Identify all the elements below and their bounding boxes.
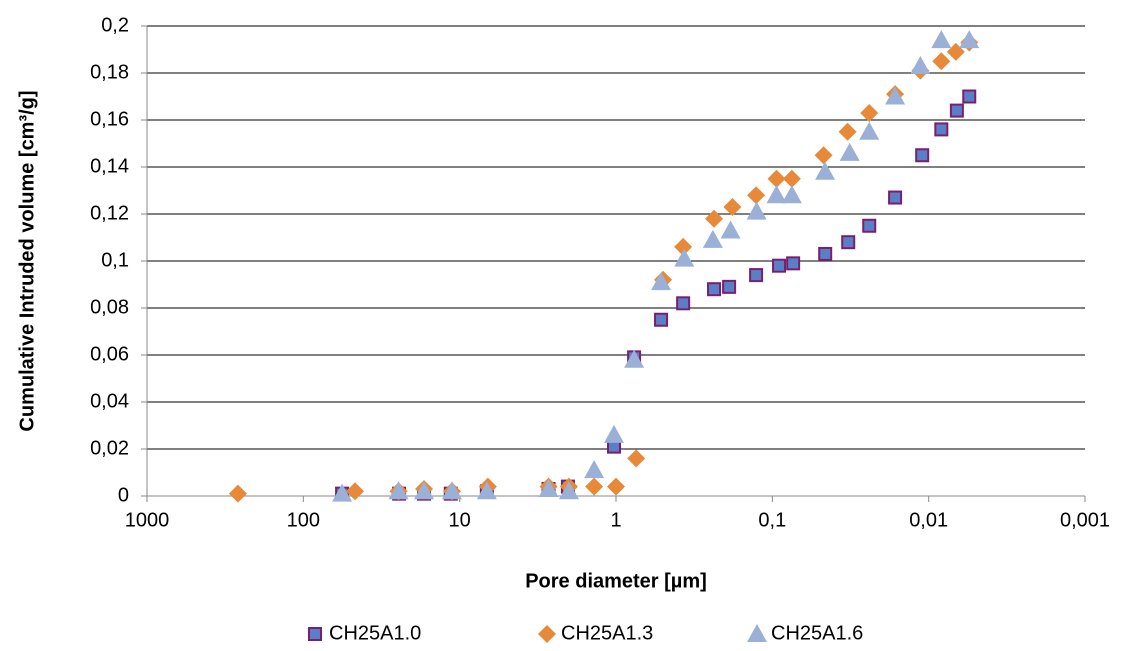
data-point <box>814 146 833 165</box>
data-point <box>388 481 409 500</box>
data-point <box>332 483 353 502</box>
legend-label: CH25A1.0 <box>329 622 421 644</box>
data-point <box>702 229 723 248</box>
data-point <box>915 148 930 163</box>
x-tick-label: 0,001 <box>1060 509 1110 531</box>
x-tick-label: 1 <box>610 509 621 531</box>
data-point <box>962 89 977 104</box>
data-point <box>859 121 880 140</box>
y-tick-label: 0,16 <box>90 108 129 130</box>
x-tick-label: 1000 <box>125 509 170 531</box>
data-point <box>841 235 856 250</box>
data-point <box>441 481 462 500</box>
data-point <box>720 220 741 239</box>
data-point <box>607 477 625 496</box>
data-point <box>959 30 980 49</box>
data-point <box>414 481 435 500</box>
x-tick-label: 0,1 <box>758 509 786 531</box>
data-point <box>747 186 766 205</box>
data-point <box>932 52 951 71</box>
y-tick-label: 0 <box>118 484 129 506</box>
data-point <box>585 477 604 496</box>
data-point <box>651 272 672 291</box>
data-point <box>627 449 646 468</box>
x-axis-title: Pore diameter [µm] <box>525 570 707 592</box>
y-tick-label: 0,14 <box>90 155 129 177</box>
data-point <box>749 268 764 283</box>
data-point <box>624 349 645 368</box>
legend-marker <box>308 627 322 641</box>
y-tick-label: 0,08 <box>90 296 129 318</box>
data-point <box>772 258 787 273</box>
data-point <box>885 86 906 105</box>
data-point <box>723 197 742 216</box>
data-point <box>603 424 624 443</box>
data-point <box>860 103 879 122</box>
data-point <box>839 142 860 161</box>
data-point <box>674 237 693 256</box>
y-tick-label: 0,12 <box>90 202 129 224</box>
data-point <box>767 169 786 188</box>
data-point <box>782 169 801 188</box>
data-point <box>584 460 605 479</box>
data-point <box>476 481 497 500</box>
data-point <box>888 190 903 205</box>
y-tick-label: 0,2 <box>101 14 129 36</box>
y-tick-label: 0,1 <box>101 249 129 271</box>
legend-marker <box>538 625 556 643</box>
data-point <box>538 478 559 497</box>
data-point <box>934 122 949 137</box>
data-point <box>674 248 695 267</box>
x-tick-label: 10 <box>449 509 471 531</box>
y-tick-label: 0,18 <box>90 61 129 83</box>
data-point <box>786 256 801 271</box>
data-point <box>558 481 579 500</box>
data-point <box>781 185 802 204</box>
data-point <box>862 218 877 233</box>
data-point <box>676 296 691 311</box>
data-point <box>228 484 247 503</box>
data-point <box>931 30 952 49</box>
data-point <box>910 55 931 74</box>
data-point <box>707 282 722 297</box>
x-tick-label: 0,01 <box>909 509 948 531</box>
data-point <box>815 161 836 180</box>
y-tick-label: 0,04 <box>90 390 129 412</box>
data-point <box>722 279 737 294</box>
data-point <box>654 312 669 327</box>
data-point <box>346 482 365 501</box>
legend-label: CH25A1.6 <box>771 622 863 644</box>
data-point <box>838 122 857 141</box>
legend-label: CH25A1.3 <box>561 622 653 644</box>
data-point <box>705 209 724 228</box>
data-point <box>766 185 787 204</box>
legend-marker <box>747 624 767 642</box>
data-point <box>949 103 964 118</box>
y-tick-label: 0,02 <box>90 437 129 459</box>
x-tick-label: 100 <box>287 509 320 531</box>
data-point <box>818 246 833 261</box>
data-point <box>746 201 767 220</box>
y-tick-label: 0,06 <box>90 343 129 365</box>
y-axis-title: Cumulative Intruded volume [cm³/g] <box>16 90 38 431</box>
